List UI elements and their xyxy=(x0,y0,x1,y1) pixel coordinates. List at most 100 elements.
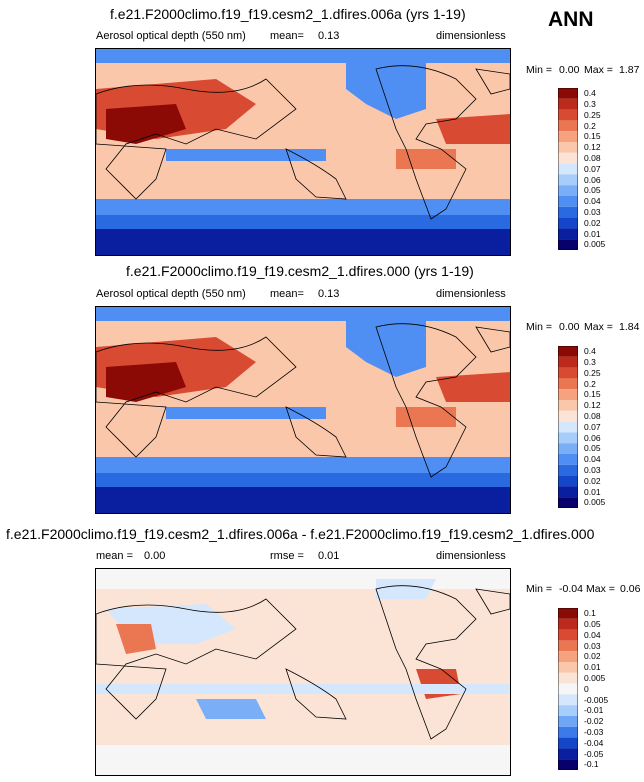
panel2-min-label: Min = xyxy=(526,321,552,333)
panel2-min-value: 0.00 xyxy=(559,321,580,333)
panel2-cb-swatch-13 xyxy=(558,475,578,487)
panel3-cb-swatch-10 xyxy=(558,705,578,716)
panel1-cb-label-6: 0.12 xyxy=(584,142,601,152)
panel2-max-value: 1.84 xyxy=(619,321,640,333)
panel3-cb-swatch-5 xyxy=(558,651,578,662)
panel3-cb-swatch-11 xyxy=(558,716,578,727)
panel3-indian-neg xyxy=(196,699,266,719)
panel1-cb-swatch-10 xyxy=(558,185,578,196)
panel1-cb-label-10: 0.05 xyxy=(584,185,601,195)
panel1-southern-band xyxy=(96,199,510,217)
panel1-max-value: 1.87 xyxy=(619,64,640,76)
panel2-cb-label-1: 0.4 xyxy=(584,346,596,356)
panel2-atlantic-plume xyxy=(436,372,510,402)
panel3-cb-label-14: -0.05 xyxy=(584,749,604,759)
panel1-cb-label-3: 0.25 xyxy=(584,110,601,120)
panel2-cb-label-8: 0.07 xyxy=(584,422,601,432)
panel3-cb-swatch-3 xyxy=(558,629,578,641)
panel2-cb-label-9: 0.06 xyxy=(584,433,601,443)
panel3-cb-label-4: 0.03 xyxy=(584,641,601,651)
panel1-cb-swatch-15 xyxy=(558,239,578,250)
panel1-cb-label-15: 0.005 xyxy=(584,239,606,249)
panel3-cb-swatch-13 xyxy=(558,737,578,749)
panel3-cb-label-5: 0.02 xyxy=(584,651,601,661)
panel1-cb-label-2: 0.3 xyxy=(584,99,596,109)
panel1-cb-swatch-14 xyxy=(558,228,578,240)
panel3-cb-swatch-15 xyxy=(558,759,578,770)
panel2-mean-value: 0.13 xyxy=(318,288,340,300)
panel1-map xyxy=(95,48,511,256)
panel3-min-label: Min = xyxy=(526,583,552,595)
panel2-cb-label-6: 0.12 xyxy=(584,400,601,410)
panel2-cb-label-7: 0.08 xyxy=(584,411,601,421)
panel3-arctic-neutral xyxy=(96,569,510,589)
panel3-cb-label-8: 0 xyxy=(584,684,589,694)
panel3-cb-swatch-4 xyxy=(558,640,578,652)
panel1-arctic-band xyxy=(96,49,510,63)
panel3-cb-label-3: 0.04 xyxy=(584,630,601,640)
panel2-cb-label-5: 0.15 xyxy=(584,389,601,399)
panel1-colorbar-svg xyxy=(557,87,579,251)
panel2-mean-label: mean= xyxy=(270,288,304,300)
panel1-units: dimensionless xyxy=(436,30,506,42)
panel2-cb-label-15: 0.005 xyxy=(584,497,606,507)
panel2-southern-band xyxy=(96,457,510,475)
panel1-cb-swatch-12 xyxy=(558,206,578,218)
panel3-sahara-pos xyxy=(116,624,156,654)
panel2-cb-swatch-6 xyxy=(558,400,578,411)
panel1-variable-label: Aerosol optical depth (550 nm) xyxy=(96,30,246,42)
panel1-atlantic-plume xyxy=(436,114,510,144)
panel2-cb-label-4: 0.2 xyxy=(584,379,596,389)
panel3-north-pacific-neg xyxy=(376,579,436,599)
panel1-min-value: 0.00 xyxy=(559,64,580,76)
panel1-cb-label-12: 0.03 xyxy=(584,207,601,217)
panel2-southern-ocean xyxy=(96,473,510,487)
panel1-equatorial-low xyxy=(166,149,326,161)
panel1-cb-label-1: 0.4 xyxy=(584,88,596,98)
panel1-cb-label-11: 0.04 xyxy=(584,196,601,206)
panel3-cb-swatch-2 xyxy=(558,618,578,630)
panel2-pacific-plume xyxy=(396,407,456,427)
panel3-mean-value: 0.00 xyxy=(144,550,166,562)
panel3-colorbar xyxy=(557,607,579,771)
panel2-max-label: Max = xyxy=(584,321,613,333)
panel2-cb-swatch-15 xyxy=(558,497,578,508)
panel2-variable-label: Aerosol optical depth (550 nm) xyxy=(96,288,246,300)
panel2-map-svg xyxy=(96,307,510,513)
panel3-equatorial-neg xyxy=(96,684,510,694)
panel2-cb-label-3: 0.25 xyxy=(584,368,601,378)
panel1-cb-swatch-1 xyxy=(558,88,578,99)
panel3-max-label: Max = xyxy=(586,583,615,595)
panel2-cb-swatch-11 xyxy=(558,454,578,465)
panel1-max-label: Max = xyxy=(584,64,613,76)
panel3-coastlines xyxy=(96,585,510,740)
panel2-colorbar-svg xyxy=(557,345,579,509)
panel1-cb-swatch-2 xyxy=(558,98,578,110)
panel1-cb-swatch-11 xyxy=(558,196,578,207)
panel1-mean-value: 0.13 xyxy=(318,30,340,42)
panel1-cb-label-14: 0.01 xyxy=(584,229,601,239)
panel3-cb-swatch-12 xyxy=(558,726,578,738)
panel3-title: f.e21.F2000climo.f19_f19.cesm2_1.dfires.… xyxy=(6,526,595,542)
panel1-mean-label: mean= xyxy=(270,30,304,42)
panel1-cb-label-4: 0.2 xyxy=(584,121,596,131)
panel2-cb-label-10: 0.05 xyxy=(584,443,601,453)
panel2-cb-swatch-10 xyxy=(558,443,578,454)
season-label: ANN xyxy=(548,8,594,31)
panel3-cb-label-11: -0.02 xyxy=(584,716,604,726)
panel3-map xyxy=(95,568,511,776)
panel1-cb-swatch-9 xyxy=(558,174,578,186)
panel3-cb-swatch-8 xyxy=(558,683,578,695)
panel1-min-label: Min = xyxy=(526,64,552,76)
panel2-cb-swatch-7 xyxy=(558,410,578,422)
panel1-cb-label-8: 0.07 xyxy=(584,164,601,174)
panel1-cb-swatch-3 xyxy=(558,109,578,121)
panel2-cb-label-12: 0.03 xyxy=(584,465,601,475)
panel3-min-value: -0.04 xyxy=(559,583,583,595)
panel3-cb-label-2: 0.05 xyxy=(584,619,601,629)
panel3-rmse-label: rmse = xyxy=(270,550,304,562)
panel2-cb-swatch-3 xyxy=(558,367,578,379)
panel2-cb-swatch-5 xyxy=(558,389,578,400)
panel2-map xyxy=(95,306,511,514)
panel1-north-pacific-low xyxy=(346,63,426,119)
